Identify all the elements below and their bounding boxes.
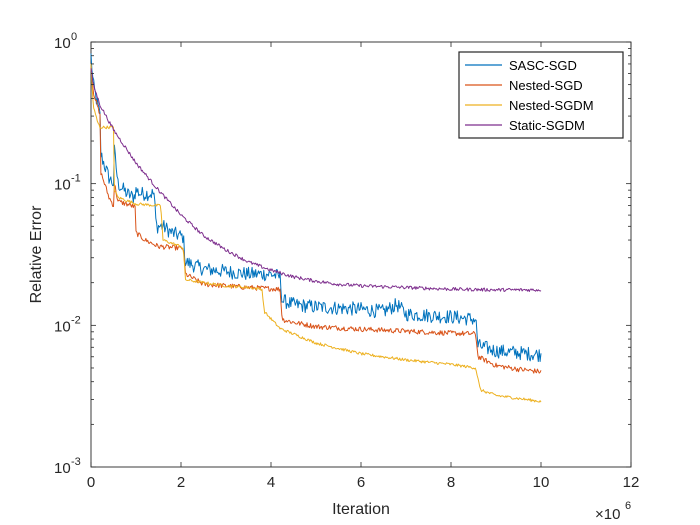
- y-tick-label-base: 10: [54, 318, 71, 335]
- legend-item: SASC-SGD: [465, 58, 577, 73]
- y-tick-label-base: 10: [54, 35, 71, 52]
- legend-label: Static-SGDM: [509, 118, 585, 133]
- y-tick-label: 10 -1: [54, 173, 81, 194]
- y-tick-label-exponent: -3: [71, 456, 81, 468]
- x-axis-ticks: 0 2 4 6 8 10 12: [87, 42, 640, 491]
- y-tick-label-base: 10: [54, 460, 71, 477]
- x-tick-label: 12: [623, 474, 640, 491]
- x-axis-multiplier-exponent: 6: [625, 500, 631, 512]
- y-tick-label-exponent: 0: [71, 31, 77, 43]
- legend: SASC-SGD Nested-SGD Nested-SGDM Static-SGDM: [458, 51, 624, 139]
- legend-box: [458, 51, 624, 139]
- series-line-static-sgdm: [90, 68, 542, 293]
- y-axis-label: Relative Error: [28, 205, 45, 303]
- y-tick-label: 10 -3: [54, 456, 81, 477]
- x-tick-label: 6: [357, 474, 365, 491]
- y-tick-label-base: 10: [54, 177, 71, 194]
- legend-item: Static-SGDM: [465, 118, 585, 133]
- x-tick-label: 8: [447, 474, 455, 491]
- legend-items: SASC-SGD Nested-SGD Nested-SGDM Static-SGDM: [465, 58, 594, 133]
- x-tick-label: 2: [177, 474, 185, 491]
- y-tick-label-exponent: -1: [71, 173, 81, 185]
- series-line-nested-sgdm: [90, 63, 542, 403]
- x-axis-multiplier-base: ×10: [595, 506, 620, 523]
- y-tick-label-exponent: -2: [71, 314, 81, 326]
- series-line-nested-sgd: [90, 66, 542, 374]
- x-tick-label: 0: [87, 474, 95, 491]
- legend-label: Nested-SGD: [509, 78, 583, 93]
- x-tick-label: 4: [267, 474, 275, 491]
- x-axis-label: Iteration: [332, 501, 390, 518]
- legend-label: Nested-SGDM: [509, 98, 594, 113]
- series-layer: [90, 53, 542, 403]
- series-line-sasc-sgd: [90, 53, 542, 363]
- legend-item: Nested-SGD: [465, 78, 583, 93]
- legend-label: SASC-SGD: [509, 58, 577, 73]
- y-tick-label: 10 -2: [54, 314, 81, 335]
- legend-item: Nested-SGDM: [465, 98, 594, 113]
- y-tick-label: 10 0: [54, 31, 77, 52]
- x-tick-label: 10: [533, 474, 550, 491]
- x-axis-multiplier: ×10 6: [595, 500, 631, 523]
